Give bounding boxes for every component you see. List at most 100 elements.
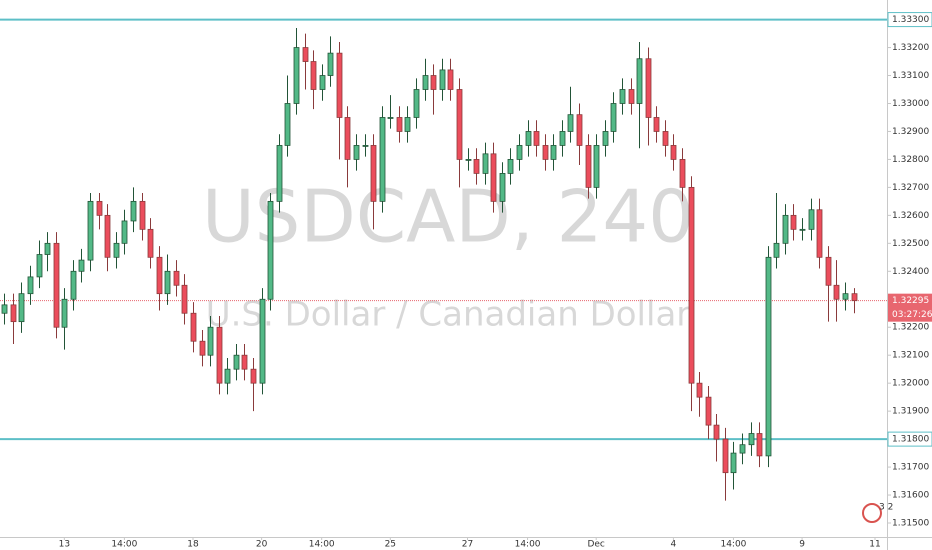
candle-body: [336, 52, 343, 118]
candle-body: [353, 145, 360, 160]
candle-body: [773, 242, 780, 258]
y-tick-label: 1.32600: [892, 211, 929, 221]
candle-body: [499, 173, 506, 202]
candle-body: [533, 131, 540, 146]
level-label: 1.31800: [892, 435, 929, 445]
candle-body: [310, 61, 317, 90]
candle-body: [10, 304, 17, 323]
candle-body: [619, 89, 626, 104]
candle-body: [233, 354, 240, 370]
last-price-label: 1.32295: [892, 296, 929, 306]
candle-body: [344, 117, 351, 160]
candle-body: [96, 200, 103, 216]
candle-body: [70, 270, 77, 300]
y-tick-label: 1.32100: [892, 351, 929, 361]
x-tick-label: 25: [385, 540, 396, 550]
badge-icon[interactable]: [862, 503, 882, 523]
candle-body: [816, 209, 823, 258]
y-tick-label: 1.31600: [892, 491, 929, 501]
y-tick-label: 1.33200: [892, 43, 929, 53]
candle-body: [567, 114, 574, 132]
candle-body: [319, 75, 326, 90]
candle-body: [722, 438, 729, 474]
candle-body: [44, 242, 51, 255]
level-label-box: [887, 12, 932, 28]
candle-body: [147, 228, 154, 258]
watermark: USDCAD, 240: [202, 175, 694, 259]
candle-body: [585, 145, 592, 188]
candle-body: [713, 424, 720, 440]
candle-body: [241, 354, 248, 370]
candle-body: [362, 145, 369, 147]
candle-body: [782, 214, 789, 244]
y-tick-label: 1.33100: [892, 71, 929, 81]
candle-body: [628, 89, 635, 104]
candle-body: [662, 131, 669, 146]
candle-body: [516, 145, 523, 160]
x-tick-label: 14:00: [720, 540, 746, 550]
candle-body: [833, 284, 840, 300]
candle-body: [507, 159, 514, 174]
candle-body: [164, 270, 171, 295]
countdown: 03:27:26: [892, 310, 932, 320]
candle-body: [645, 58, 652, 118]
candle-body: [216, 326, 223, 384]
y-tick-label: 1.32500: [892, 239, 929, 249]
candle-body: [199, 340, 206, 356]
y-tick-label: 1.32700: [892, 183, 929, 193]
candle-body: [790, 214, 797, 230]
candle-body: [610, 103, 617, 132]
candle-body: [670, 145, 677, 160]
y-tick-label: 1.31900: [892, 407, 929, 417]
candle-body: [705, 396, 712, 426]
candle-body: [413, 89, 420, 118]
candle-body: [379, 117, 386, 202]
x-tick-label: 4: [671, 540, 677, 550]
y-tick-label: 1.32200: [892, 323, 929, 333]
y-tick-label: 1.32800: [892, 155, 929, 165]
x-tick-label: 14:00: [111, 540, 137, 550]
candle-body: [259, 298, 266, 384]
y-tick-label: 1.32000: [892, 379, 929, 389]
candle-body: [550, 145, 557, 160]
candle-body: [302, 47, 309, 62]
y-tick-label: 1.31700: [892, 463, 929, 473]
candle-body: [465, 159, 472, 161]
candle-body: [559, 131, 566, 146]
candle-body: [482, 153, 489, 174]
candle-body: [276, 145, 283, 202]
badge[interactable]: 3 2: [879, 503, 893, 513]
candle-body: [87, 200, 94, 261]
candle-body: [422, 75, 429, 90]
candle-body: [696, 382, 703, 398]
x-tick-label: 9: [799, 540, 805, 550]
candle-body: [78, 259, 85, 272]
candle-body: [636, 58, 643, 104]
candle-body: [525, 131, 532, 146]
watermark-subtitle: U.S. Dollar / Canadian Dollar: [206, 295, 691, 335]
candle-body: [207, 326, 214, 356]
candle-body: [156, 256, 163, 295]
candle-body: [576, 114, 583, 146]
candle-body: [53, 242, 60, 328]
candle-body: [542, 145, 549, 160]
candle-body: [473, 159, 480, 174]
candle-body: [267, 200, 274, 300]
candle-body: [730, 452, 737, 474]
candle-body: [679, 159, 686, 188]
candle-body: [190, 312, 197, 342]
candle-body: [825, 256, 832, 286]
candle-body: [404, 117, 411, 132]
candle-body: [130, 200, 137, 222]
candle-body: [61, 298, 68, 328]
candle-body: [284, 103, 291, 146]
y-tick-label: 1.32400: [892, 267, 929, 277]
candle-body: [327, 52, 334, 76]
candle-body: [688, 186, 695, 384]
x-tick-label: 14:00: [515, 540, 541, 550]
candle-body: [396, 117, 403, 132]
y-tick-label: 1.31500: [892, 519, 929, 529]
candle-body: [370, 145, 377, 202]
